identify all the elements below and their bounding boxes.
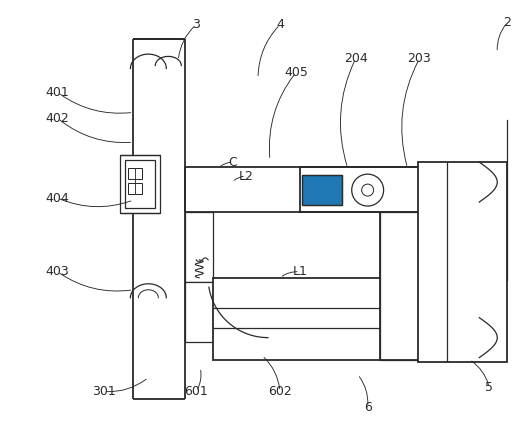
Bar: [302, 175, 342, 205]
Text: 6: 6: [363, 401, 371, 414]
Text: 2: 2: [503, 16, 511, 29]
Bar: [185, 212, 213, 282]
Bar: [390, 175, 418, 212]
Bar: [213, 278, 428, 360]
Circle shape: [362, 184, 373, 196]
Text: 601: 601: [184, 385, 208, 398]
Bar: [300, 167, 429, 212]
Text: 402: 402: [46, 112, 69, 125]
Bar: [120, 155, 160, 213]
Bar: [185, 282, 213, 341]
Text: 405: 405: [284, 66, 308, 79]
Bar: [125, 160, 155, 208]
Text: 602: 602: [268, 385, 292, 398]
Text: 301: 301: [92, 385, 115, 398]
Text: 203: 203: [408, 52, 431, 65]
Bar: [128, 168, 143, 179]
Text: 204: 204: [344, 52, 368, 65]
Text: C: C: [229, 156, 237, 169]
Text: L1: L1: [292, 266, 307, 278]
Text: 401: 401: [46, 86, 69, 99]
Text: 404: 404: [46, 191, 69, 204]
Bar: [418, 162, 507, 361]
Text: 5: 5: [485, 381, 493, 394]
Circle shape: [352, 174, 383, 206]
Bar: [380, 212, 429, 360]
Text: 4: 4: [276, 18, 284, 31]
Text: L2: L2: [239, 170, 254, 183]
Bar: [128, 183, 143, 194]
Text: 3: 3: [193, 18, 200, 31]
Text: 403: 403: [46, 266, 69, 278]
